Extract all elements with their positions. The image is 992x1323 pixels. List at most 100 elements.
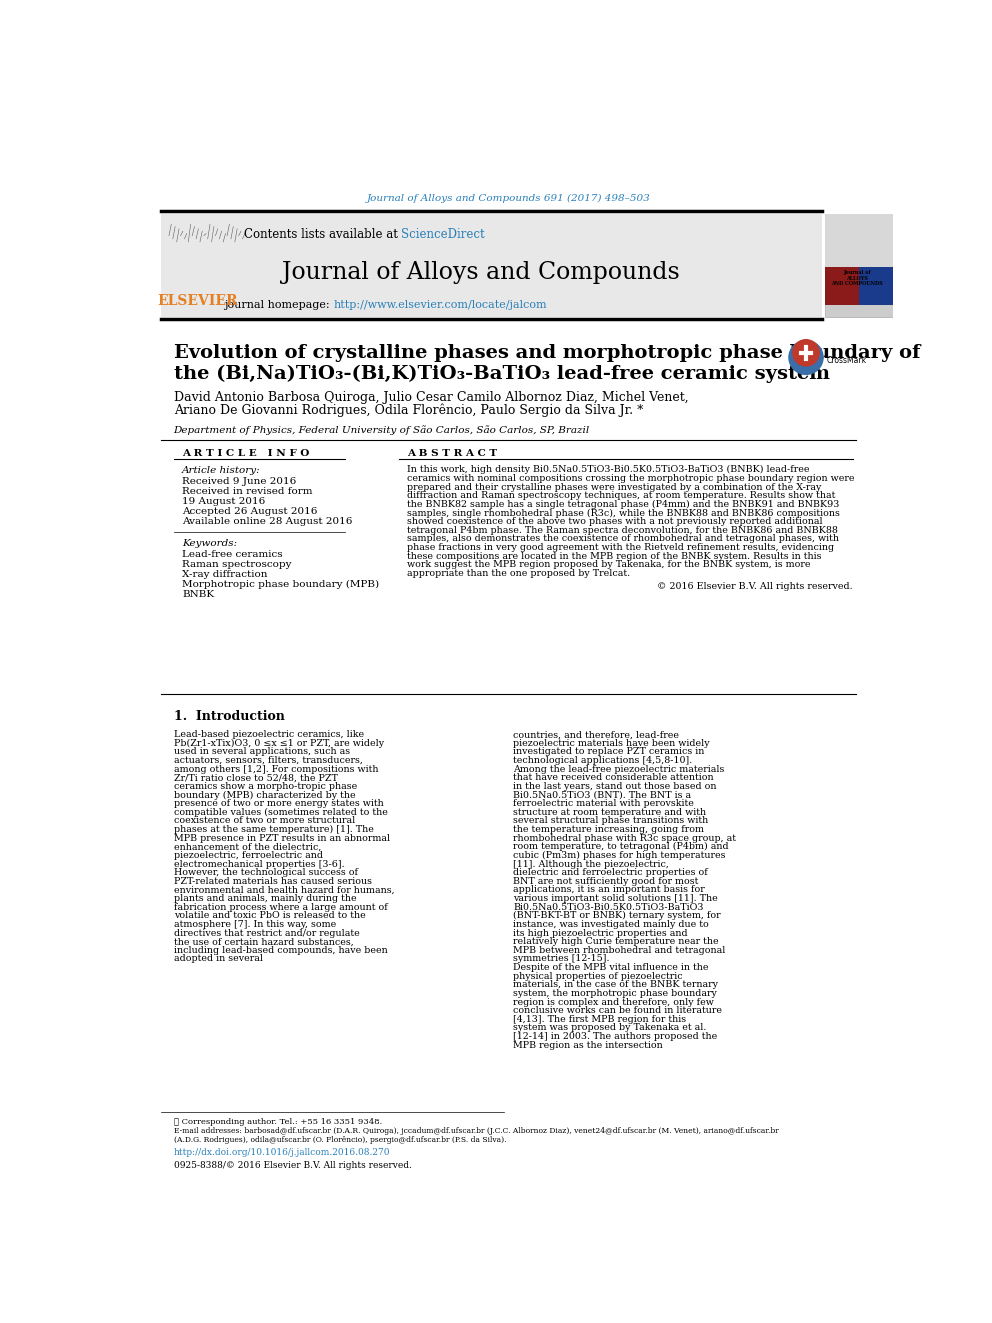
Text: BNT are not sufficiently good for most: BNT are not sufficiently good for most [513, 877, 698, 886]
Text: plants and animals, mainly during the: plants and animals, mainly during the [174, 894, 356, 904]
Text: region is complex and therefore, only few: region is complex and therefore, only fe… [513, 998, 714, 1007]
Text: 1.  Introduction: 1. Introduction [174, 709, 285, 722]
Text: physical properties of piezoelectric: physical properties of piezoelectric [513, 971, 682, 980]
Text: Bi0.5Na0.5TiO3 (BNT). The BNT is a: Bi0.5Na0.5TiO3 (BNT). The BNT is a [513, 791, 691, 799]
Text: applications, it is an important basis for: applications, it is an important basis f… [513, 885, 704, 894]
Text: 19 August 2016: 19 August 2016 [183, 497, 266, 505]
Text: ELSEVIER: ELSEVIER [158, 294, 238, 308]
Text: Zr/Ti ratio close to 52/48, the PZT: Zr/Ti ratio close to 52/48, the PZT [174, 774, 337, 782]
Text: its high piezoelectric properties and: its high piezoelectric properties and [513, 929, 687, 938]
Text: dielectric and ferroelectric properties of: dielectric and ferroelectric properties … [513, 868, 708, 877]
Text: Received in revised form: Received in revised form [183, 487, 312, 496]
Text: technological applications [4,5,8-10].: technological applications [4,5,8-10]. [513, 755, 692, 765]
Text: Received 9 June 2016: Received 9 June 2016 [183, 476, 297, 486]
Bar [824, 214, 893, 316]
Circle shape [789, 340, 823, 374]
Text: Keywords:: Keywords: [183, 540, 237, 548]
Text: ceramics show a morpho-tropic phase: ceramics show a morpho-tropic phase [174, 782, 357, 791]
Text: the use of certain hazard substances,: the use of certain hazard substances, [174, 937, 353, 946]
Text: coexistence of two or more structural: coexistence of two or more structural [174, 816, 355, 826]
Text: adopted in several: adopted in several [174, 954, 263, 963]
Text: Journal of Alloys and Compounds: Journal of Alloys and Compounds [282, 261, 680, 284]
Text: [11]. Although the piezoelectric,: [11]. Although the piezoelectric, [513, 860, 669, 869]
Text: actuators, sensors, filters, transducers,: actuators, sensors, filters, transducers… [174, 755, 362, 765]
Text: BNBK: BNBK [183, 590, 214, 599]
Text: Accepted 26 August 2016: Accepted 26 August 2016 [183, 507, 317, 516]
Text: Department of Physics, Federal University of São Carlos, São Carlos, SP, Brazil: Department of Physics, Federal Universit… [174, 425, 590, 435]
Text: A B S T R A C T: A B S T R A C T [407, 450, 497, 458]
Text: Lead-free ceramics: Lead-free ceramics [183, 550, 283, 560]
Text: presence of two or more energy states with: presence of two or more energy states wi… [174, 799, 383, 808]
Text: ScienceDirect: ScienceDirect [402, 229, 485, 242]
Text: symmetries [12-15].: symmetries [12-15]. [513, 954, 609, 963]
Bar [824, 266, 859, 306]
Text: Ariano De Giovanni Rodrigues, Odila Florêncio, Paulo Sergio da Silva Jr. *: Ariano De Giovanni Rodrigues, Odila Flor… [174, 404, 643, 417]
Text: http://www.elsevier.com/locate/jalcom: http://www.elsevier.com/locate/jalcom [333, 300, 547, 310]
Text: investigated to replace PZT ceramics in: investigated to replace PZT ceramics in [513, 747, 704, 757]
Text: [4,13]. The first MPB region for this: [4,13]. The first MPB region for this [513, 1015, 686, 1024]
Text: instance, was investigated mainly due to: instance, was investigated mainly due to [513, 919, 709, 929]
Text: ceramics with nominal compositions crossing the morphotropic phase boundary regi: ceramics with nominal compositions cross… [407, 474, 854, 483]
Text: Journal of
ALLOYS
AND COMPOUNDS: Journal of ALLOYS AND COMPOUNDS [831, 270, 883, 286]
Text: Article history:: Article history: [183, 466, 261, 475]
Bar [824, 214, 893, 266]
Text: tetragonal P4bm phase. The Raman spectra deconvolution, for the BNBK86 and BNBK8: tetragonal P4bm phase. The Raman spectra… [407, 525, 838, 534]
Text: compatible values (sometimes related to the: compatible values (sometimes related to … [174, 808, 388, 816]
Text: these compositions are located in the MPB region of the BNBK system. Results in : these compositions are located in the MP… [407, 552, 821, 561]
Text: Morphotropic phase boundary (MPB): Morphotropic phase boundary (MPB) [183, 579, 379, 589]
Bar [161, 214, 821, 316]
Text: appropriate than the one proposed by Trelcat.: appropriate than the one proposed by Tre… [407, 569, 630, 578]
Text: the temperature increasing, going from: the temperature increasing, going from [513, 826, 704, 833]
Text: A R T I C L E   I N F O: A R T I C L E I N F O [183, 450, 310, 458]
Text: samples, single rhombohedral phase (R3c), while the BNBK88 and BNBK86 compositio: samples, single rhombohedral phase (R3c)… [407, 508, 840, 517]
Text: fabrication process where a large amount of: fabrication process where a large amount… [174, 902, 387, 912]
Text: relatively high Curie temperature near the: relatively high Curie temperature near t… [513, 937, 718, 946]
Text: MPB region as the intersection: MPB region as the intersection [513, 1041, 663, 1049]
Text: [12-14] in 2003. The authors proposed the: [12-14] in 2003. The authors proposed th… [513, 1032, 717, 1041]
Text: In this work, high density Bi0.5Na0.5TiO3-Bi0.5K0.5TiO3-BaTiO3 (BNBK) lead-free: In this work, high density Bi0.5Na0.5TiO… [407, 466, 809, 475]
Text: including lead-based compounds, have been: including lead-based compounds, have bee… [174, 946, 387, 955]
Text: cubic (Pm3m) phases for high temperatures: cubic (Pm3m) phases for high temperature… [513, 851, 725, 860]
Text: that have received considerable attention: that have received considerable attentio… [513, 774, 713, 782]
Text: room temperature, to tetragonal (P4bm) and: room temperature, to tetragonal (P4bm) a… [513, 843, 729, 852]
Text: structure at room temperature and with: structure at room temperature and with [513, 808, 706, 816]
Text: ferroelectric material with perovskite: ferroelectric material with perovskite [513, 799, 694, 808]
Circle shape [793, 340, 819, 366]
Text: CrossMark: CrossMark [826, 356, 866, 365]
Text: enhancement of the dielectric,: enhancement of the dielectric, [174, 843, 321, 851]
Text: electromechanical properties [3-6].: electromechanical properties [3-6]. [174, 860, 344, 869]
Text: Among the lead-free piezoelectric materials: Among the lead-free piezoelectric materi… [513, 765, 724, 774]
Text: journal homepage:: journal homepage: [224, 300, 333, 310]
Text: MPB presence in PZT results in an abnormal: MPB presence in PZT results in an abnorm… [174, 833, 390, 843]
Text: volatile and toxic PbO is released to the: volatile and toxic PbO is released to th… [174, 912, 365, 921]
Text: the BNBK82 sample has a single tetragonal phase (P4mm) and the BNBK91 and BNBK93: the BNBK82 sample has a single tetragona… [407, 500, 839, 509]
Text: samples, also demonstrates the coexistence of rhombohedral and tetragonal phases: samples, also demonstrates the coexisten… [407, 534, 839, 544]
Text: rhombohedral phase with R3c space group, at: rhombohedral phase with R3c space group,… [513, 833, 736, 843]
Text: among others [1,2]. For compositions with: among others [1,2]. For compositions wit… [174, 765, 378, 774]
Text: PZT-related materials has caused serious: PZT-related materials has caused serious [174, 877, 372, 886]
Text: Lead-based piezoelectric ceramics, like: Lead-based piezoelectric ceramics, like [174, 730, 364, 740]
Text: MPB between rhombohedral and tetragonal: MPB between rhombohedral and tetragonal [513, 946, 725, 955]
Text: ★ Corresponding author. Tel.: +55 16 3351 9348.: ★ Corresponding author. Tel.: +55 16 335… [174, 1118, 382, 1126]
Text: However, the technological success of: However, the technological success of [174, 868, 357, 877]
Text: Raman spectroscopy: Raman spectroscopy [183, 560, 292, 569]
Text: several structural phase transitions with: several structural phase transitions wit… [513, 816, 708, 826]
Text: environmental and health hazard for humans,: environmental and health hazard for huma… [174, 885, 394, 894]
Text: piezoelectric materials have been widely: piezoelectric materials have been widely [513, 738, 709, 747]
Text: (BNT-BKT-BT or BNBK) ternary system, for: (BNT-BKT-BT or BNBK) ternary system, for [513, 912, 720, 921]
Text: David Antonio Barbosa Quiroga, Julio Cesar Camilo Albornoz Diaz, Michel Venet,: David Antonio Barbosa Quiroga, Julio Ces… [174, 392, 688, 404]
Text: (A.D.G. Rodrigues), odila@ufscar.br (O. Florêncio), psergio@df.ufscar.br (P.S. d: (A.D.G. Rodrigues), odila@ufscar.br (O. … [174, 1135, 506, 1144]
Text: the (Bi,Na)TiO₃-(Bi,K)TiO₃-BaTiO₃ lead-free ceramic system: the (Bi,Na)TiO₃-(Bi,K)TiO₃-BaTiO₃ lead-f… [174, 364, 829, 382]
Text: phase fractions in very good agreement with the Rietveld refinement results, evi: phase fractions in very good agreement w… [407, 542, 834, 552]
Text: system, the morphotropic phase boundary: system, the morphotropic phase boundary [513, 988, 717, 998]
Text: Contents lists available at: Contents lists available at [244, 229, 402, 242]
Text: © 2016 Elsevier B.V. All rights reserved.: © 2016 Elsevier B.V. All rights reserved… [657, 582, 852, 591]
Text: materials, in the case of the BNBK ternary: materials, in the case of the BNBK terna… [513, 980, 718, 990]
Text: http://dx.doi.org/10.1016/j.jallcom.2016.08.270: http://dx.doi.org/10.1016/j.jallcom.2016… [174, 1148, 390, 1158]
Text: E-mail addresses: barbosad@df.ufscar.br (D.A.R. Quiroga), jccadum@df.ufscar.br (: E-mail addresses: barbosad@df.ufscar.br … [174, 1127, 779, 1135]
Text: directives that restrict and/or regulate: directives that restrict and/or regulate [174, 929, 359, 938]
Text: used in several applications, such as: used in several applications, such as [174, 747, 350, 757]
Text: Despite of the MPB vital influence in the: Despite of the MPB vital influence in th… [513, 963, 708, 972]
Text: phases at the same temperature) [1]. The: phases at the same temperature) [1]. The [174, 826, 373, 833]
Text: in the last years, stand out those based on: in the last years, stand out those based… [513, 782, 716, 791]
